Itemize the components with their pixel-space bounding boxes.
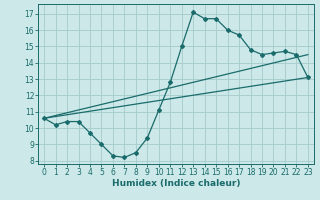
X-axis label: Humidex (Indice chaleur): Humidex (Indice chaleur) [112,179,240,188]
